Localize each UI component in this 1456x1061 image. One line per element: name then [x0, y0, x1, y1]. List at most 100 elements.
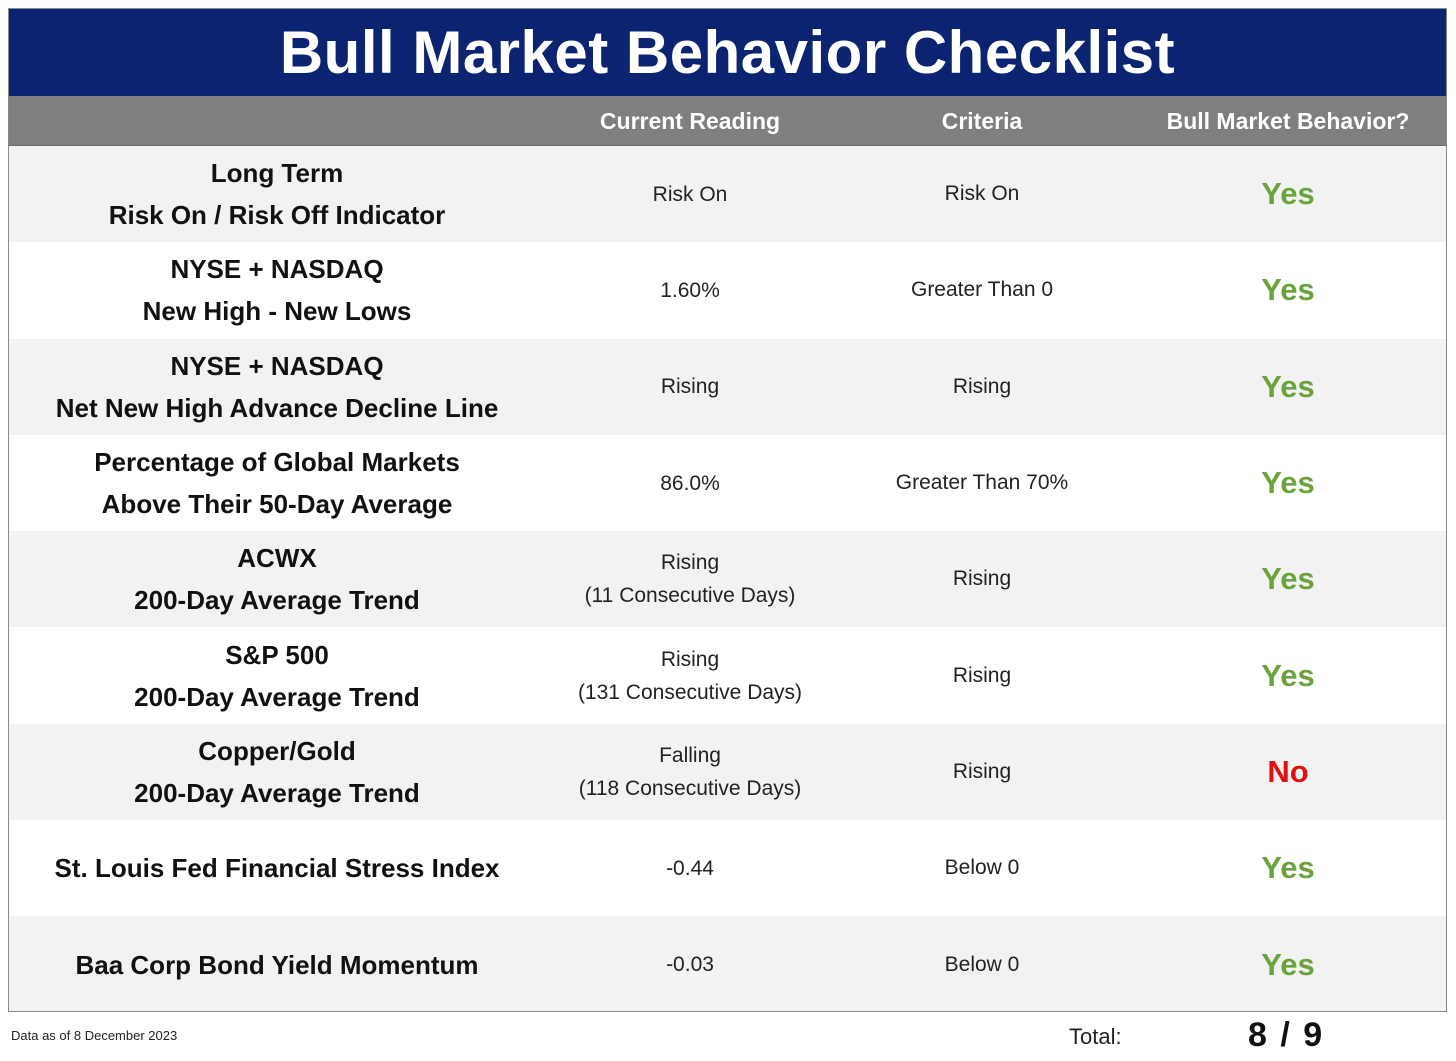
criteria-cell: Rising	[835, 724, 1129, 820]
indicator-subname: 200-Day Average Trend	[134, 681, 420, 712]
result-cell: Yes	[1129, 531, 1446, 627]
indicator-name: Baa Corp Bond Yield Momentum	[75, 949, 479, 980]
indicator-name: ACWX	[237, 543, 317, 574]
header-bull-market-behavior: Bull Market Behavior?	[1166, 107, 1410, 134]
criteria-value: Rising	[952, 374, 1012, 398]
total-value: 8 / 9	[1248, 1016, 1325, 1054]
criteria-value: Below 0	[944, 952, 1020, 976]
indicator-cell: NYSE + NASDAQ New High - New Lows	[9, 242, 545, 338]
criteria-cell: Greater Than 70%	[835, 435, 1129, 531]
result-badge: Yes	[1261, 176, 1315, 212]
criteria-cell: Rising	[835, 627, 1129, 723]
current-reading-cell: 86.0%	[545, 435, 835, 531]
indicator-cell: St. Louis Fed Financial Stress Index	[9, 820, 545, 916]
result-cell: Yes	[1129, 916, 1446, 1011]
reading-value: Risk On	[652, 182, 728, 206]
criteria-value: Rising	[952, 759, 1012, 783]
current-reading-cell: -0.03	[545, 916, 835, 1011]
table-row: Long Term Risk On / Risk Off Indicator Ris…	[9, 146, 1446, 243]
current-reading-cell: 1.60%	[545, 242, 835, 338]
current-reading-cell: Rising (131 Consecutive Days)	[545, 627, 835, 723]
reading-value: Rising	[660, 647, 720, 671]
indicator-cell: ACWX 200-Day Average Trend	[9, 531, 545, 627]
indicator-cell: Percentage of Global Markets Above Their …	[9, 435, 545, 531]
checklist-table: Bull Market Behavior Checklist Current R…	[8, 8, 1447, 1012]
reading-value: Rising	[660, 375, 720, 399]
indicator-name: NYSE + NASDAQ	[170, 254, 384, 285]
result-cell: Yes	[1129, 339, 1446, 435]
criteria-value: Rising	[952, 567, 1012, 591]
data-as-of: Data as of 8 December 2023	[11, 1028, 178, 1043]
indicator-name: Percentage of Global Markets	[94, 447, 460, 478]
current-reading-cell: Rising (11 Consecutive Days)	[545, 531, 835, 627]
reading-value: 1.60%	[660, 278, 720, 302]
criteria-value: Below 0	[944, 856, 1020, 880]
reading-value: Rising	[660, 551, 720, 575]
table-row: Copper/Gold 200-Day Average Trend Falling (…	[9, 723, 1446, 821]
reading-detail: (118 Consecutive Days)	[578, 776, 802, 800]
result-badge: Yes	[1261, 657, 1315, 693]
indicator-name: St. Louis Fed Financial Stress Index	[54, 853, 500, 884]
table-row: S&P 500 200-Day Average Trend Rising (131 C…	[9, 627, 1446, 723]
result-cell: No	[1129, 724, 1446, 820]
indicator-name: NYSE + NASDAQ	[170, 350, 384, 381]
reading-detail: (131 Consecutive Days)	[577, 680, 803, 704]
result-badge: Yes	[1261, 465, 1315, 501]
indicator-cell: Baa Corp Bond Yield Momentum	[9, 916, 545, 1011]
criteria-value: Greater Than 0	[910, 278, 1054, 302]
table-row: Percentage of Global Markets Above Their …	[9, 435, 1446, 531]
reading-value: 86.0%	[660, 471, 720, 495]
table-row: Baa Corp Bond Yield Momentum -0.03 Below 0…	[9, 916, 1446, 1011]
result-cell: Yes	[1129, 242, 1446, 338]
indicator-cell: S&P 500 200-Day Average Trend	[9, 627, 545, 723]
indicator-name: S&P 500	[225, 639, 329, 670]
result-badge: Yes	[1261, 850, 1315, 886]
result-badge: No	[1267, 753, 1309, 789]
current-reading-cell: Rising	[545, 339, 835, 435]
page-title: Bull Market Behavior Checklist	[279, 19, 1176, 86]
reading-value: -0.44	[666, 856, 714, 880]
criteria-cell: Rising	[835, 531, 1129, 627]
result-cell: Yes	[1129, 146, 1446, 242]
indicator-cell: NYSE + NASDAQ Net New High Advance Declin…	[9, 339, 545, 435]
criteria-cell: Below 0	[835, 820, 1129, 916]
criteria-value: Greater Than 70%	[895, 471, 1069, 495]
table-row: St. Louis Fed Financial Stress Index -0.4…	[9, 820, 1446, 916]
indicator-subname: 200-Day Average Trend	[134, 585, 420, 616]
current-reading-cell: -0.44	[545, 820, 835, 916]
indicator-cell: Copper/Gold 200-Day Average Trend	[9, 724, 545, 820]
indicator-name: Copper/Gold	[198, 735, 356, 766]
indicator-subname: Net New High Advance Decline Line	[55, 392, 499, 423]
table-row: ACWX 200-Day Average Trend Rising (11 Conse…	[9, 531, 1446, 628]
indicator-subname: Above Their 50-Day Average	[101, 489, 453, 520]
criteria-value: Rising	[952, 663, 1012, 687]
table-header: Current Reading Criteria Bull Market Beh…	[9, 96, 1446, 146]
result-badge: Yes	[1261, 561, 1315, 597]
total-label: Total:	[1069, 1024, 1122, 1049]
criteria-cell: Below 0	[835, 916, 1129, 1011]
header-criteria: Criteria	[941, 107, 1023, 134]
indicator-subname: Risk On / Risk Off Indicator	[108, 200, 446, 231]
criteria-cell: Risk On	[835, 146, 1129, 242]
result-cell: Yes	[1129, 820, 1446, 916]
result-badge: Yes	[1261, 272, 1315, 308]
criteria-cell: Greater Than 0	[835, 242, 1129, 338]
result-badge: Yes	[1261, 946, 1315, 982]
result-cell: Yes	[1129, 627, 1446, 723]
indicator-cell: Long Term Risk On / Risk Off Indicator	[9, 146, 545, 242]
indicator-name: Long Term	[210, 158, 344, 189]
reading-value: -0.03	[666, 953, 714, 977]
indicator-subname: New High - New Lows	[142, 296, 412, 327]
criteria-cell: Rising	[835, 339, 1129, 435]
table-row: NYSE + NASDAQ Net New High Advance Declin…	[9, 338, 1446, 435]
table-row: NYSE + NASDAQ New High - New Lows 1.60% Gre…	[9, 242, 1446, 338]
table-body: Long Term Risk On / Risk Off Indicator Ris…	[9, 146, 1446, 1011]
header-current-reading: Current Reading	[599, 107, 781, 134]
indicator-subname: 200-Day Average Trend	[134, 777, 420, 808]
title-bar: Bull Market Behavior Checklist	[9, 9, 1446, 96]
criteria-value: Risk On	[944, 182, 1020, 206]
result-badge: Yes	[1261, 368, 1315, 404]
reading-detail: (11 Consecutive Days)	[584, 584, 796, 608]
reading-value: Falling	[659, 743, 721, 767]
current-reading-cell: Risk On	[545, 146, 835, 242]
